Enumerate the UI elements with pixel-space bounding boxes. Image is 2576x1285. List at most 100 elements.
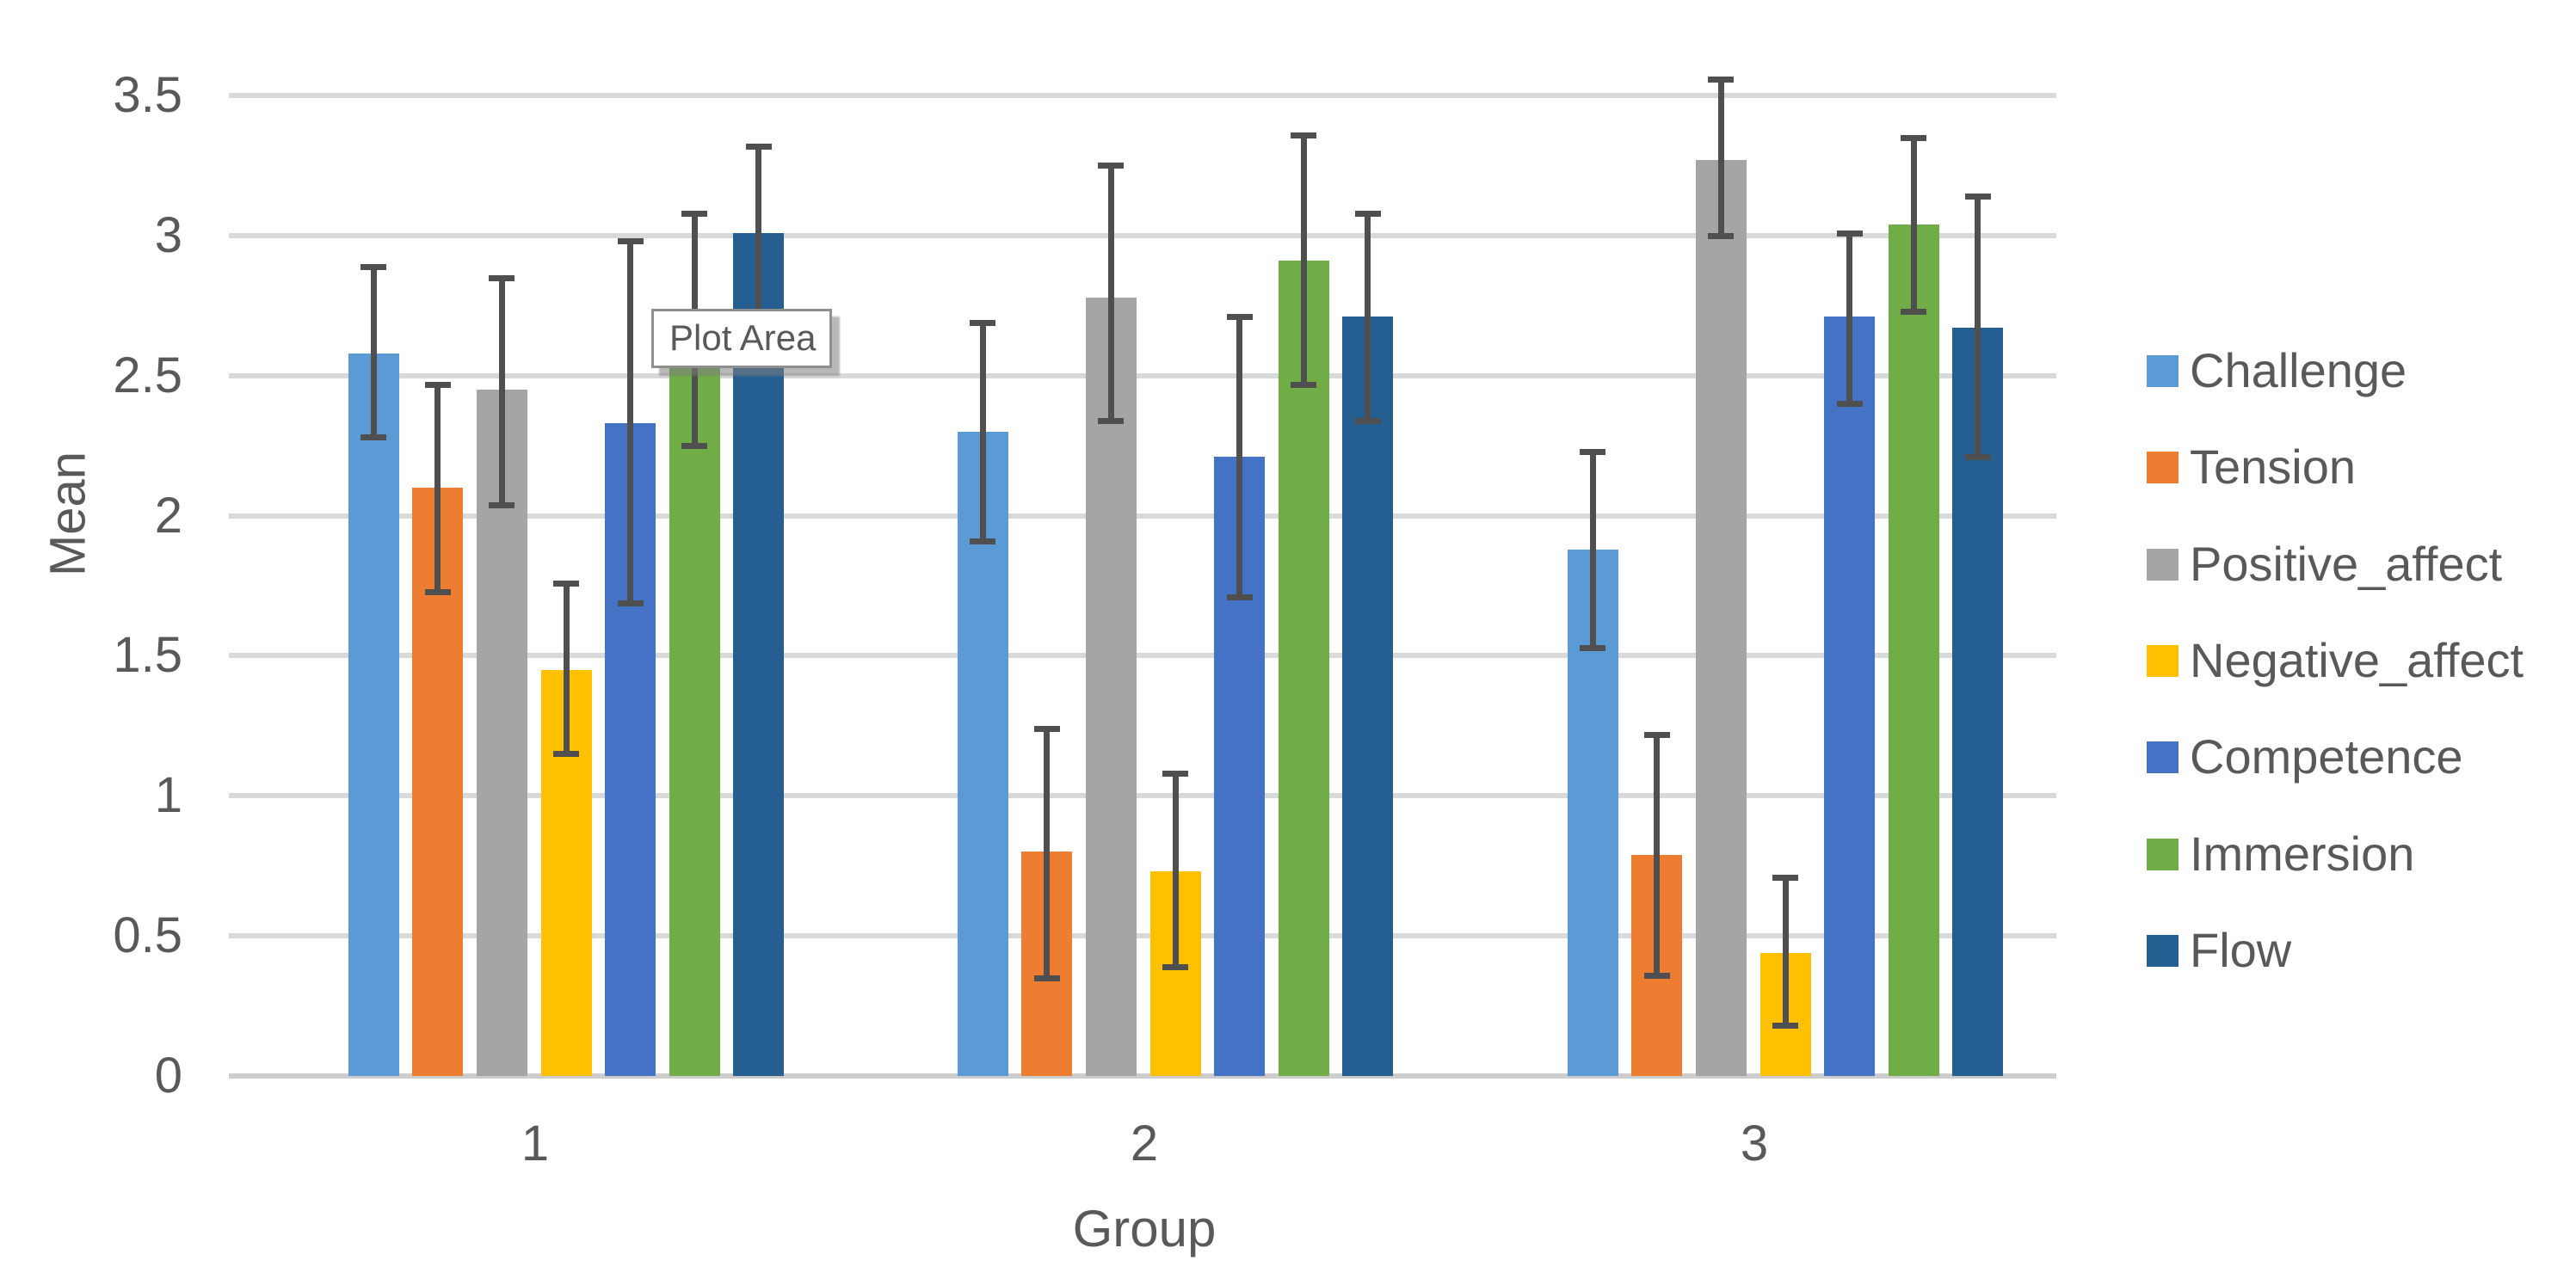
error-bar-cap: [618, 238, 644, 244]
error-bar-cap: [1355, 211, 1381, 217]
error-bar: [1975, 196, 1981, 457]
error-bar: [1911, 138, 1917, 311]
legend-item-flow[interactable]: Flow: [2125, 916, 2576, 985]
error-bar-cap: [1580, 645, 1605, 651]
x-axis-line: [229, 1073, 2056, 1079]
error-bar: [1365, 213, 1371, 421]
error-bar-cap: [425, 589, 451, 595]
y-tick-label: 2.5: [113, 347, 182, 403]
y-tick-label: 1.5: [113, 627, 182, 683]
gridline: [229, 933, 2056, 938]
error-bar-cap: [1034, 975, 1060, 981]
bar-flow-group-2[interactable]: [1342, 317, 1393, 1076]
legend-label: Competence: [2190, 729, 2463, 784]
legend-swatch-icon: [2147, 355, 2179, 387]
error-bar-cap: [1227, 314, 1253, 320]
error-bar-cap: [553, 581, 579, 587]
bar-competence-group-3[interactable]: [1824, 317, 1875, 1076]
error-bar-cap: [1772, 1023, 1798, 1029]
error-bar: [1590, 452, 1596, 648]
gridline: [229, 233, 2056, 238]
error-bar: [980, 323, 986, 541]
error-bar-cap: [1098, 163, 1124, 169]
x-tick-label: 1: [521, 1116, 550, 1171]
error-bar: [1301, 135, 1307, 384]
error-bar-cap: [1837, 231, 1863, 237]
legend-swatch-icon: [2147, 935, 2179, 967]
error-bar: [1718, 79, 1724, 236]
y-tick-label: 1: [154, 767, 182, 823]
legend-swatch-icon: [2147, 452, 2179, 483]
y-tick-label: 0.5: [113, 907, 182, 963]
legend-item-challenge[interactable]: Challenge: [2125, 336, 2576, 405]
error-bar-cap: [361, 434, 386, 440]
error-bar-cap: [489, 502, 515, 508]
error-bar-cap: [1901, 135, 1926, 141]
legend-label: Immersion: [2190, 827, 2415, 881]
error-bar-cap: [1708, 77, 1734, 83]
legend-label: Flow: [2190, 923, 2292, 977]
error-bar-cap: [970, 320, 995, 326]
error-bar-cap: [361, 264, 386, 270]
bar-immersion-group-2[interactable]: [1279, 261, 1329, 1076]
error-bar-cap: [1965, 194, 1991, 200]
legend-item-negative_affect[interactable]: Negative_affect: [2125, 626, 2576, 695]
legend-item-positive_affect[interactable]: Positive_affect: [2125, 530, 2576, 599]
legend-label: Tension: [2190, 440, 2357, 494]
error-bar-cap: [618, 600, 644, 606]
error-bar-cap: [1098, 418, 1124, 424]
legend-swatch-icon: [2147, 549, 2179, 581]
error-bar-cap: [1580, 449, 1605, 455]
error-bar: [1044, 729, 1050, 978]
x-tick-label: 2: [1130, 1116, 1159, 1171]
error-bar-cap: [1162, 771, 1188, 777]
gridline: [229, 653, 2056, 658]
error-bar-cap: [681, 211, 707, 217]
x-tick-label: 3: [1740, 1116, 1769, 1171]
gridline: [229, 793, 2056, 798]
error-bar: [1654, 735, 1660, 975]
error-bar-cap: [681, 443, 707, 449]
legend-swatch-icon: [2147, 645, 2179, 677]
error-bar-cap: [1772, 875, 1798, 881]
legend-item-tension[interactable]: Tension: [2125, 433, 2576, 501]
error-bar-cap: [489, 275, 515, 281]
bar-positive_affect-group-3[interactable]: [1696, 160, 1747, 1076]
gridline: [229, 513, 2056, 519]
error-bar-cap: [1291, 132, 1316, 138]
legend-label: Negative_affect: [2190, 633, 2524, 687]
bar-immersion-group-3[interactable]: [1889, 224, 1939, 1076]
legend-item-competence[interactable]: Competence: [2125, 722, 2576, 791]
legend-label: Positive_affect: [2190, 537, 2503, 591]
error-bar: [1108, 165, 1114, 421]
legend-label: Challenge: [2190, 343, 2407, 397]
y-tick-label: 3.5: [113, 67, 182, 123]
y-tick-label: 3: [154, 207, 182, 263]
error-bar: [564, 583, 570, 753]
error-bar: [627, 241, 633, 603]
bar-immersion-group-1[interactable]: [669, 331, 720, 1076]
error-bar: [1173, 773, 1179, 967]
error-bar: [371, 267, 377, 437]
error-bar-cap: [1901, 309, 1926, 315]
legend-swatch-icon: [2147, 741, 2179, 773]
error-bar-cap: [1034, 726, 1060, 732]
plot-area-tooltip: Plot Area: [651, 309, 832, 368]
error-bar-cap: [746, 144, 772, 150]
error-bar-cap: [1644, 732, 1670, 738]
plot-area-tooltip-label: Plot Area: [669, 317, 817, 358]
legend-swatch-icon: [2147, 839, 2179, 870]
y-tick-label: 2: [154, 488, 182, 544]
gridline: [229, 373, 2056, 378]
error-bar-cap: [553, 751, 579, 757]
bar-positive_affect-group-2[interactable]: [1086, 298, 1137, 1076]
error-bar: [434, 384, 441, 592]
error-bar: [499, 278, 505, 505]
legend-item-immersion[interactable]: Immersion: [2125, 820, 2576, 888]
bar-challenge-group-1[interactable]: [348, 354, 399, 1076]
error-bar: [1236, 317, 1242, 597]
error-bar-cap: [1162, 964, 1188, 970]
error-bar-cap: [425, 382, 451, 388]
bar-flow-group-1[interactable]: [733, 233, 784, 1076]
